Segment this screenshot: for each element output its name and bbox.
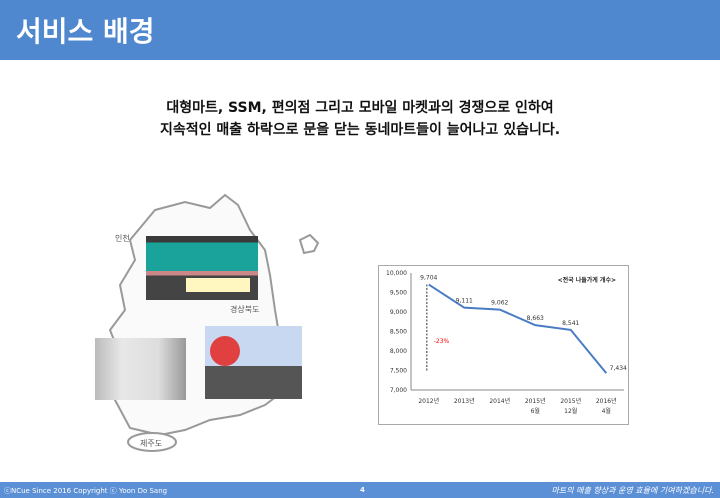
data-label: 9,062 xyxy=(491,300,508,307)
decline-annotation: -23% xyxy=(434,338,450,345)
footer-slogan: 마트의 매출 향상과 운영 효율에 기여하겠습니다. xyxy=(551,486,714,495)
chart-title: <전국 나들가게 개수> xyxy=(558,276,616,284)
x-tick-label-sub: 4월 xyxy=(602,407,611,415)
x-tick-label: 2015년 xyxy=(560,397,581,405)
footer-copyright: ⓒNCue Since 2016 Copyright ⓒ Yoon Do San… xyxy=(4,487,168,495)
store-photo-banner xyxy=(205,326,302,399)
x-tick-label-sub: 12월 xyxy=(564,407,577,415)
korea-outline xyxy=(108,193,320,452)
y-tick-label: 10,000 xyxy=(386,270,407,277)
y-tick-label: 7,000 xyxy=(390,387,407,394)
intro-line-2: 지속적인 매출 하락으로 문을 닫는 동네마트들이 늘어나고 있습니다. xyxy=(159,122,561,138)
store-count-chart: 10,000 9,500 9,000 8,500 8,000 7,500 7,000 2012… xyxy=(378,265,629,425)
chart-svg: 10,000 9,500 9,000 8,500 8,000 7,500 7,000 2012… xyxy=(386,270,627,415)
footer-bar: ⓒNCue Since 2016 Copyright ⓒ Yoon Do San… xyxy=(0,482,720,498)
header-bar: 서비스 배경 xyxy=(0,0,720,60)
x-tick-label: 2016년 xyxy=(596,397,617,405)
data-label: 7,434 xyxy=(610,365,627,372)
y-tick-label: 8,500 xyxy=(390,329,407,336)
y-tick-label: 9,000 xyxy=(390,309,407,316)
intro-line-1: 대형마트, SSM, 편의점 그리고 모바일 마켓과의 경쟁으로 인하여 xyxy=(166,100,554,116)
x-tick-label-sub: 6월 xyxy=(531,407,540,415)
data-label: 8,541 xyxy=(562,320,579,327)
x-tick-label: 2014년 xyxy=(489,397,510,405)
data-label: 9,704 xyxy=(420,275,437,282)
x-tick-label: 2015년 xyxy=(525,397,546,405)
page-title: 서비스 배경 xyxy=(16,15,155,48)
map-label-jeju: 제주도 xyxy=(140,439,163,448)
y-tick-label: 7,500 xyxy=(390,368,407,375)
series-line xyxy=(428,283,608,374)
korea-map: 인천 경상북도 제주도 xyxy=(90,190,320,460)
map-label-gyeongbuk: 경상북도 xyxy=(230,305,260,314)
y-tick-label: 9,500 xyxy=(390,290,407,297)
store-photo-sign xyxy=(146,236,258,300)
store-photo-closed-notice xyxy=(95,338,186,400)
footer-page-number: 4 xyxy=(360,486,365,494)
intro-text: 대형마트, SSM, 편의점 그리고 모바일 마켓과의 경쟁으로 인하여 지속적… xyxy=(0,97,720,141)
data-label: 9,111 xyxy=(456,298,473,305)
y-tick-label: 8,000 xyxy=(390,348,407,355)
data-label: 8,663 xyxy=(527,315,544,322)
x-tick-label: 2012년 xyxy=(418,397,439,405)
x-tick-label: 2013년 xyxy=(454,397,475,405)
map-label-incheon: 인천 xyxy=(115,234,130,243)
